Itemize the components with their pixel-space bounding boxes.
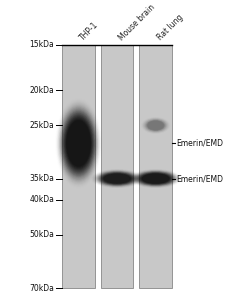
Ellipse shape <box>66 120 90 166</box>
Ellipse shape <box>99 172 134 185</box>
Ellipse shape <box>62 112 94 175</box>
Ellipse shape <box>99 172 134 185</box>
Ellipse shape <box>60 108 96 178</box>
Ellipse shape <box>140 173 170 184</box>
Text: 15kDa: 15kDa <box>29 40 54 49</box>
Ellipse shape <box>95 170 138 187</box>
Ellipse shape <box>141 173 169 184</box>
Text: Emerin/EMD: Emerin/EMD <box>175 139 222 148</box>
Ellipse shape <box>64 116 93 171</box>
Ellipse shape <box>102 173 131 184</box>
Text: Rat lung: Rat lung <box>155 13 184 42</box>
Ellipse shape <box>61 110 96 177</box>
Text: Emerin/EMD: Emerin/EMD <box>175 174 222 183</box>
Text: 35kDa: 35kDa <box>29 174 54 183</box>
Ellipse shape <box>101 173 132 184</box>
Text: 50kDa: 50kDa <box>29 230 54 239</box>
Text: 40kDa: 40kDa <box>29 195 54 204</box>
Bar <box>139 45 171 288</box>
Ellipse shape <box>63 114 93 172</box>
Text: 25kDa: 25kDa <box>29 121 54 130</box>
Bar <box>62 45 94 288</box>
Ellipse shape <box>58 105 98 182</box>
Ellipse shape <box>97 171 136 186</box>
Bar <box>100 45 133 288</box>
Ellipse shape <box>138 172 171 185</box>
Ellipse shape <box>136 172 173 185</box>
Ellipse shape <box>135 171 175 186</box>
Text: 20kDa: 20kDa <box>29 86 54 95</box>
Ellipse shape <box>134 171 176 187</box>
Text: THP-1: THP-1 <box>78 20 100 42</box>
Ellipse shape <box>100 172 133 185</box>
Ellipse shape <box>65 118 91 169</box>
Ellipse shape <box>97 172 136 186</box>
Ellipse shape <box>95 171 138 187</box>
Ellipse shape <box>59 107 97 179</box>
Ellipse shape <box>139 173 171 184</box>
Ellipse shape <box>62 113 94 174</box>
Ellipse shape <box>98 172 135 185</box>
Ellipse shape <box>134 171 175 186</box>
Ellipse shape <box>65 119 91 168</box>
Text: 70kDa: 70kDa <box>29 284 54 292</box>
Ellipse shape <box>141 173 169 184</box>
Ellipse shape <box>146 121 163 130</box>
Ellipse shape <box>137 172 173 185</box>
Ellipse shape <box>61 111 95 176</box>
Text: Mouse brain: Mouse brain <box>116 2 156 42</box>
Ellipse shape <box>64 117 92 170</box>
Ellipse shape <box>147 121 163 130</box>
Ellipse shape <box>103 173 130 184</box>
Ellipse shape <box>136 172 174 186</box>
Ellipse shape <box>96 171 137 186</box>
Ellipse shape <box>101 173 132 184</box>
Ellipse shape <box>59 106 98 181</box>
Ellipse shape <box>133 170 177 187</box>
Ellipse shape <box>138 172 172 185</box>
